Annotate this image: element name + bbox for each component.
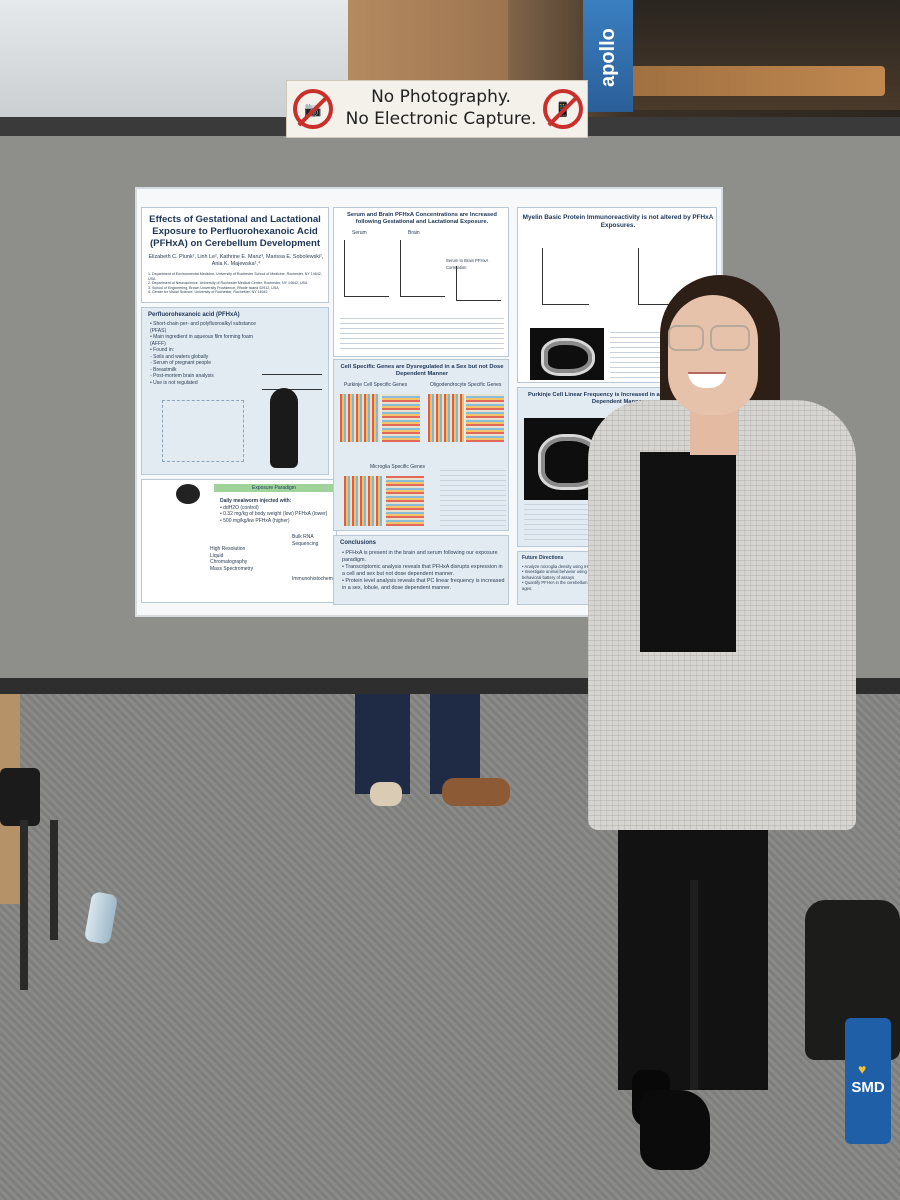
wood-panel xyxy=(348,0,508,80)
pfhxa-item: ◦ Soils and waters globally xyxy=(150,353,209,360)
paradigm-heading: Exposure Paradigm xyxy=(214,484,334,492)
pfhxa-item: • Found in: xyxy=(150,347,174,353)
mbp-heading: Myelin Basic Protein Immunoreactivity is… xyxy=(522,214,714,229)
affiliations: 1. Department of Environmental Medicine,… xyxy=(148,272,326,295)
pfhxa-list: • Short-chain per- and polyfluoroalkyl s… xyxy=(150,321,270,386)
future-heading: Future Directions xyxy=(522,555,564,561)
heatmap-purkinje-male xyxy=(382,394,420,442)
exposure-diagram xyxy=(162,400,244,462)
serum-heading: Serum and Brain PFHxA Concentrations are… xyxy=(347,212,497,225)
cell-genes-caption-text xyxy=(440,470,506,528)
serum-plot xyxy=(344,240,389,297)
no-phone-icon: 📱 xyxy=(543,89,583,129)
presenter-face xyxy=(668,295,758,415)
linear-heading: Purkinje Cell Linear Frequency is Increa… xyxy=(527,392,709,405)
conclusion-item: • Protein level analysis reveals that PC… xyxy=(342,578,505,591)
counter xyxy=(630,66,885,96)
pregnant-person-icon xyxy=(270,388,298,468)
pfhxa-item: • Use is not regulated xyxy=(150,379,198,386)
affiliation: 2. Department of Neuroscience, Universit… xyxy=(148,281,308,286)
person-leg-right xyxy=(430,694,480,794)
conclusions-heading: Conclusions xyxy=(340,540,377,546)
conclusion-item: • PFHxA is present in the brain and seru… xyxy=(342,550,498,563)
person-shoe-left xyxy=(370,782,402,806)
mbp-male-plot xyxy=(638,248,685,305)
immuno-label: Immunohistochemistry xyxy=(292,576,336,582)
ceiling-area xyxy=(0,0,900,125)
heatmap-microglia-male xyxy=(386,476,424,526)
blue-tumbler xyxy=(845,1018,891,1144)
pfhxa-molecule-icon xyxy=(262,374,322,390)
future-item: • Quantify PFHxA in the cerebellum at mu… xyxy=(522,580,608,591)
glasses-icon xyxy=(668,325,704,351)
sign-line-1: No Photography. xyxy=(371,87,511,107)
mass-spec-label: High Resolution Liquid Chromatography Ma… xyxy=(210,546,254,572)
affiliation: 4. Center for Visual Science, University… xyxy=(148,290,268,295)
paradigm-list: Daily mealworm injected with: • ddH2O (c… xyxy=(220,498,336,524)
no-camera-icon: 📷 xyxy=(293,89,333,129)
future-item: • Investigate animal behavior using a br… xyxy=(522,569,603,580)
heatmap-oligo-male xyxy=(466,394,504,442)
brain-label: Brain xyxy=(408,230,420,236)
mbp-female-plot xyxy=(542,248,589,305)
bulk-rna-label: Bulk RNA Sequencing xyxy=(292,534,319,547)
person-leg-left xyxy=(355,694,410,794)
poster-title: Effects of Gestational and Lactational E… xyxy=(149,214,321,249)
future-list: • Analyze microglia density using IHC • … xyxy=(522,564,608,591)
heart-icon: ♥ xyxy=(858,1061,867,1077)
paradigm-item: • ddH2O (control) xyxy=(220,504,259,511)
oligo-genes-label: Oligodendrocyte Specific Genes xyxy=(430,382,502,388)
presenter-leg-gap xyxy=(690,880,698,1090)
future-item: • Analyze microglia density using IHC xyxy=(522,564,592,569)
chair-seat xyxy=(0,768,40,826)
pfhxa-item: ◦ Breastmilk xyxy=(150,366,177,373)
pfhxa-item: ◦ Post-mortem brain analysis xyxy=(150,373,214,379)
chair-leg xyxy=(50,820,58,940)
pfhxa-item: • Main ingredient in aqueous film formin… xyxy=(150,334,253,347)
poster-authors: Elizabeth C. Plunk¹, Linh Le², Kathrine … xyxy=(148,254,324,267)
mouse-icon xyxy=(176,484,200,504)
serum-caption-text xyxy=(340,318,504,352)
pfhxa-heading: Perfluorohexanoic acid (PFHxA) xyxy=(148,312,240,318)
paradigm-item: • 0.32 mg/kg of body weight (low) PFHxA … xyxy=(220,511,328,517)
presenter-top xyxy=(640,452,736,652)
paradigm-item: Daily mealworm injected with: xyxy=(220,498,292,504)
affiliation: 1. Department of Environmental Medicine,… xyxy=(148,272,322,281)
chair-leg xyxy=(20,820,28,990)
mbp-brain-image xyxy=(530,328,604,380)
no-photography-sign: 📷 No Photography. No Electronic Capture.… xyxy=(286,80,588,138)
pfhxa-item: ◦ Serum of pregnant people xyxy=(150,360,211,366)
correlation-plot xyxy=(456,266,501,301)
brain-plot xyxy=(400,240,445,297)
affiliation: 3. School of Engineering, Brown Universi… xyxy=(148,285,279,290)
cell-genes-heading: Cell Specific Genes are Dysregulated in … xyxy=(340,364,504,377)
sign-line-2: No Electronic Capture. xyxy=(345,109,537,129)
purkinje-genes-label: Purkinje Cell Specific Genes xyxy=(344,382,408,388)
apollo-banner xyxy=(583,0,633,112)
presenter-smile xyxy=(688,372,726,388)
glasses-icon xyxy=(710,325,750,351)
serum-panel: Serum and Brain PFHxA Concentrations are… xyxy=(333,207,509,357)
presenter-shoe-right xyxy=(640,1090,710,1170)
microglia-genes-label: Microglia Specific Genes xyxy=(370,464,426,470)
conclusions-list: • PFHxA is present in the brain and seru… xyxy=(342,550,506,592)
title-panel: Effects of Gestational and Lactational E… xyxy=(141,207,329,303)
cell-genes-panel: Cell Specific Genes are Dysregulated in … xyxy=(333,359,509,531)
pfhxa-item: • Short-chain per- and polyfluoroalkyl s… xyxy=(150,321,256,334)
heatmap-microglia-female xyxy=(344,476,382,526)
paradigm-item: • 500 mg/kg/kw PFHxA (higher) xyxy=(220,517,290,524)
heatmap-purkinje-female xyxy=(340,394,380,442)
tumbler-text: SMD xyxy=(851,1079,885,1096)
pfhxa-panel: Perfluorohexanoic acid (PFHxA) • Short-c… xyxy=(141,307,329,475)
apollo-banner-text: apollo xyxy=(597,28,619,88)
person-shoe-right xyxy=(442,778,510,806)
heatmap-oligo-female xyxy=(428,394,464,442)
conclusions-panel: Conclusions • PFHxA is present in the br… xyxy=(333,535,509,605)
serum-label: Serum xyxy=(352,230,367,236)
conclusion-item: • Transcriptomic analysis reveals that P… xyxy=(342,564,503,577)
paradigm-panel: Exposure Paradigm Daily mealworm injecte… xyxy=(141,479,337,603)
